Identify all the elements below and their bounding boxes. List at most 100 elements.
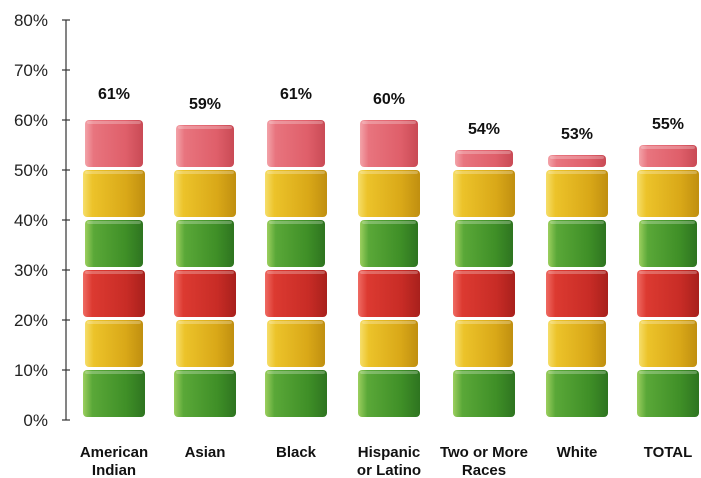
bar-block bbox=[455, 320, 513, 367]
bar-block-highlight bbox=[550, 221, 604, 224]
bar-block-highlight bbox=[178, 321, 232, 324]
bar bbox=[358, 120, 420, 417]
bar-block-highlight bbox=[639, 371, 697, 374]
bar-block-highlight bbox=[457, 221, 511, 224]
bar-block bbox=[360, 320, 418, 367]
bar-block bbox=[639, 320, 697, 367]
bar-block-highlight bbox=[548, 371, 606, 374]
bar-block bbox=[265, 170, 327, 217]
x-category-label: White bbox=[557, 444, 598, 461]
bar bbox=[265, 120, 327, 417]
bar-block bbox=[546, 370, 608, 417]
bar-block bbox=[83, 170, 145, 217]
y-tick-label: 70% bbox=[14, 61, 48, 80]
x-category-label-line: American bbox=[80, 444, 148, 461]
bar-block bbox=[637, 170, 699, 217]
bar-block-highlight bbox=[362, 321, 416, 324]
bar-block bbox=[358, 170, 420, 217]
bar-block-highlight bbox=[550, 156, 604, 159]
x-category-label-line: Two or More bbox=[440, 444, 528, 461]
bar-block-highlight bbox=[85, 371, 143, 374]
bar-block bbox=[548, 320, 606, 367]
bar-block bbox=[83, 270, 145, 317]
bar-block bbox=[546, 170, 608, 217]
bar-block bbox=[176, 125, 234, 167]
bar-block-highlight bbox=[641, 321, 695, 324]
x-category-label-line: TOTAL bbox=[644, 444, 693, 461]
y-tick-label: 60% bbox=[14, 111, 48, 130]
bar-block bbox=[83, 370, 145, 417]
bar-block bbox=[358, 370, 420, 417]
bar-block bbox=[176, 320, 234, 367]
data-label: 59% bbox=[189, 96, 221, 113]
bar-block-highlight bbox=[457, 151, 511, 154]
y-tick-label: 50% bbox=[14, 161, 48, 180]
bar-block-highlight bbox=[176, 271, 234, 274]
y-axis: 0% 10% 20% 30% 40% 50% 60% 70% 80% bbox=[14, 11, 70, 430]
y-tick-label: 20% bbox=[14, 311, 48, 330]
bar bbox=[546, 155, 608, 417]
bars bbox=[83, 120, 699, 417]
bar-block bbox=[548, 220, 606, 267]
bar-block bbox=[360, 220, 418, 267]
bar-block-highlight bbox=[360, 171, 418, 174]
bar-block-highlight bbox=[550, 321, 604, 324]
y-tick-label: 30% bbox=[14, 261, 48, 280]
x-category-label-line: Asian bbox=[185, 444, 226, 461]
bar-block-highlight bbox=[178, 221, 232, 224]
bar-block bbox=[453, 370, 515, 417]
data-label: 60% bbox=[373, 91, 405, 108]
bar-block-highlight bbox=[641, 146, 695, 149]
bar-block bbox=[358, 270, 420, 317]
bar-block bbox=[639, 220, 697, 267]
bar bbox=[83, 120, 145, 417]
x-category-label-line: Indian bbox=[92, 462, 136, 478]
bar-block-highlight bbox=[360, 271, 418, 274]
bar-block-highlight bbox=[362, 121, 416, 124]
bar-block bbox=[360, 120, 418, 167]
x-category-label-line: Races bbox=[462, 462, 506, 478]
bar-block bbox=[174, 370, 236, 417]
bar bbox=[174, 125, 236, 417]
bar-block-highlight bbox=[267, 271, 325, 274]
bar-block-highlight bbox=[362, 221, 416, 224]
bar-block-highlight bbox=[267, 371, 325, 374]
x-category-label: American Indian bbox=[80, 444, 148, 478]
bar bbox=[637, 145, 699, 417]
data-label: 53% bbox=[561, 126, 593, 143]
bar-block-highlight bbox=[455, 271, 513, 274]
x-category-label: Asian bbox=[185, 444, 226, 461]
bar-block-highlight bbox=[87, 121, 141, 124]
bar-block bbox=[267, 220, 325, 267]
bar-block-highlight bbox=[548, 271, 606, 274]
bar-block bbox=[85, 220, 143, 267]
x-category-label: Hispanic or Latino bbox=[357, 444, 421, 478]
bar-block bbox=[174, 170, 236, 217]
bar-block bbox=[265, 370, 327, 417]
x-category-label-line: White bbox=[557, 444, 598, 461]
bar-block bbox=[267, 320, 325, 367]
bar-block-highlight bbox=[641, 221, 695, 224]
labels: 61% American Indian 59% Asian 61% Black 60% Hisp… bbox=[80, 86, 692, 478]
bar-block-highlight bbox=[639, 271, 697, 274]
bar-block-highlight bbox=[87, 221, 141, 224]
bar-block-highlight bbox=[269, 221, 323, 224]
bar-block-highlight bbox=[85, 271, 143, 274]
bar-block-highlight bbox=[176, 371, 234, 374]
bar-block-highlight bbox=[548, 171, 606, 174]
x-category-label-line: Hispanic bbox=[358, 444, 421, 461]
x-category-label: TOTAL bbox=[644, 444, 693, 461]
bar-block-highlight bbox=[457, 321, 511, 324]
bar-block-highlight bbox=[85, 171, 143, 174]
bar-block bbox=[637, 270, 699, 317]
data-label: 61% bbox=[280, 86, 312, 103]
bar-block bbox=[85, 120, 143, 167]
bar-block bbox=[267, 120, 325, 167]
bar-block-highlight bbox=[455, 371, 513, 374]
data-label: 61% bbox=[98, 86, 130, 103]
x-category-label-line: or Latino bbox=[357, 462, 421, 478]
bar-block-highlight bbox=[455, 171, 513, 174]
y-tick-label: 80% bbox=[14, 11, 48, 30]
bar-block-highlight bbox=[269, 321, 323, 324]
